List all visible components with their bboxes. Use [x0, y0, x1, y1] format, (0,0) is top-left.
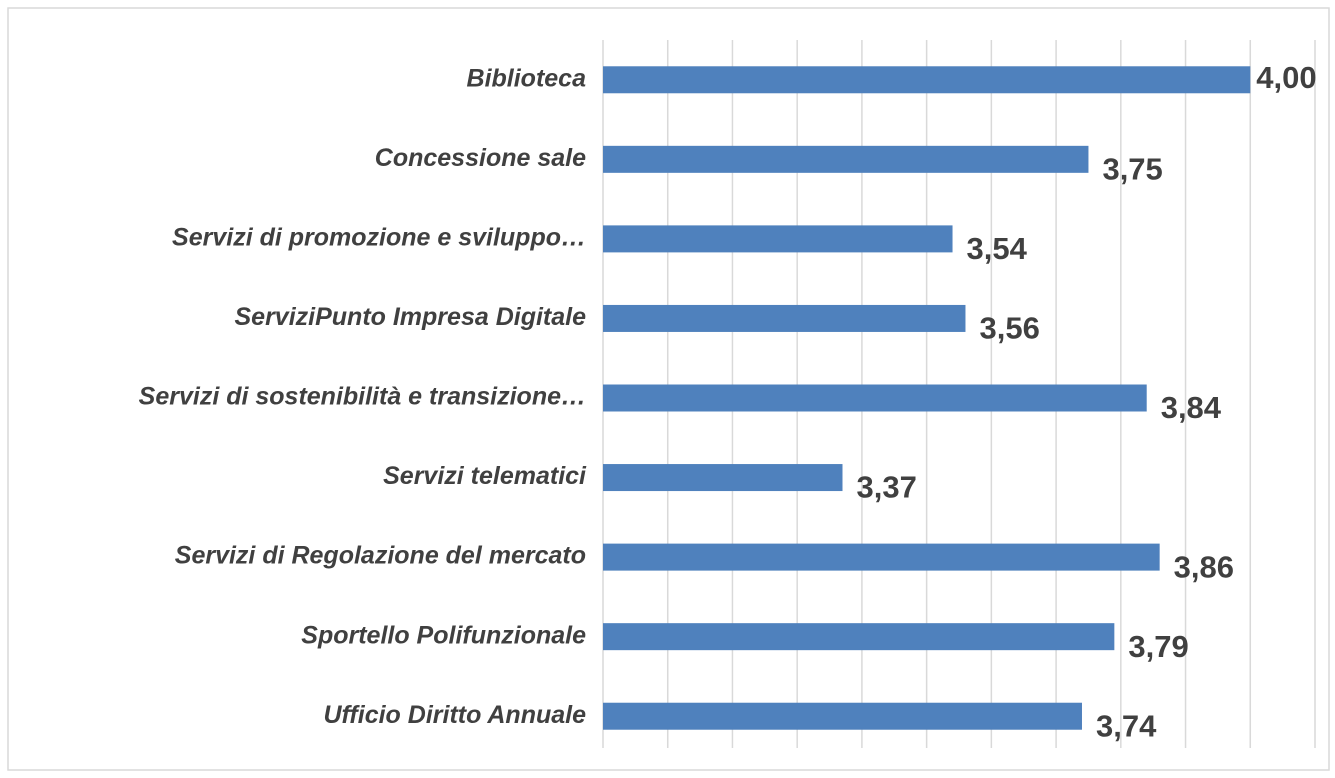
y-tick-label: ServiziPunto Impresa Digitale [235, 303, 587, 331]
y-tick-label: Ufficio Diritto Annuale [324, 701, 587, 729]
value-label: 4,00 [1256, 60, 1316, 95]
value-label: 3,56 [979, 311, 1039, 346]
value-label: 3,37 [856, 470, 916, 505]
bar [603, 66, 1251, 94]
y-tick-label: Servizi telematici [383, 462, 587, 490]
bar [603, 623, 1115, 651]
y-tick-label: Servizi di Regolazione del mercato [175, 542, 586, 570]
bar [603, 304, 966, 332]
bar [603, 702, 1082, 730]
bar [603, 145, 1089, 173]
y-tick-label: Servizi di promozione e sviluppo… [172, 223, 586, 251]
y-tick-label: Sportello Polifunzionale [301, 621, 586, 649]
bar [603, 464, 843, 492]
y-tick-label: Concessione sale [375, 144, 586, 172]
y-tick-label: Biblioteca [467, 64, 587, 92]
y-tick-label: Servizi di sostenibilità e transizione… [139, 383, 586, 411]
bar [603, 543, 1160, 571]
value-label: 3,79 [1128, 629, 1188, 664]
value-label: 3,74 [1096, 708, 1157, 743]
value-label: 3,75 [1102, 152, 1162, 187]
value-label: 3,84 [1161, 390, 1222, 425]
value-label: 3,54 [967, 231, 1028, 266]
bar [603, 384, 1147, 412]
bar [603, 225, 953, 253]
value-label: 3,86 [1174, 549, 1234, 584]
